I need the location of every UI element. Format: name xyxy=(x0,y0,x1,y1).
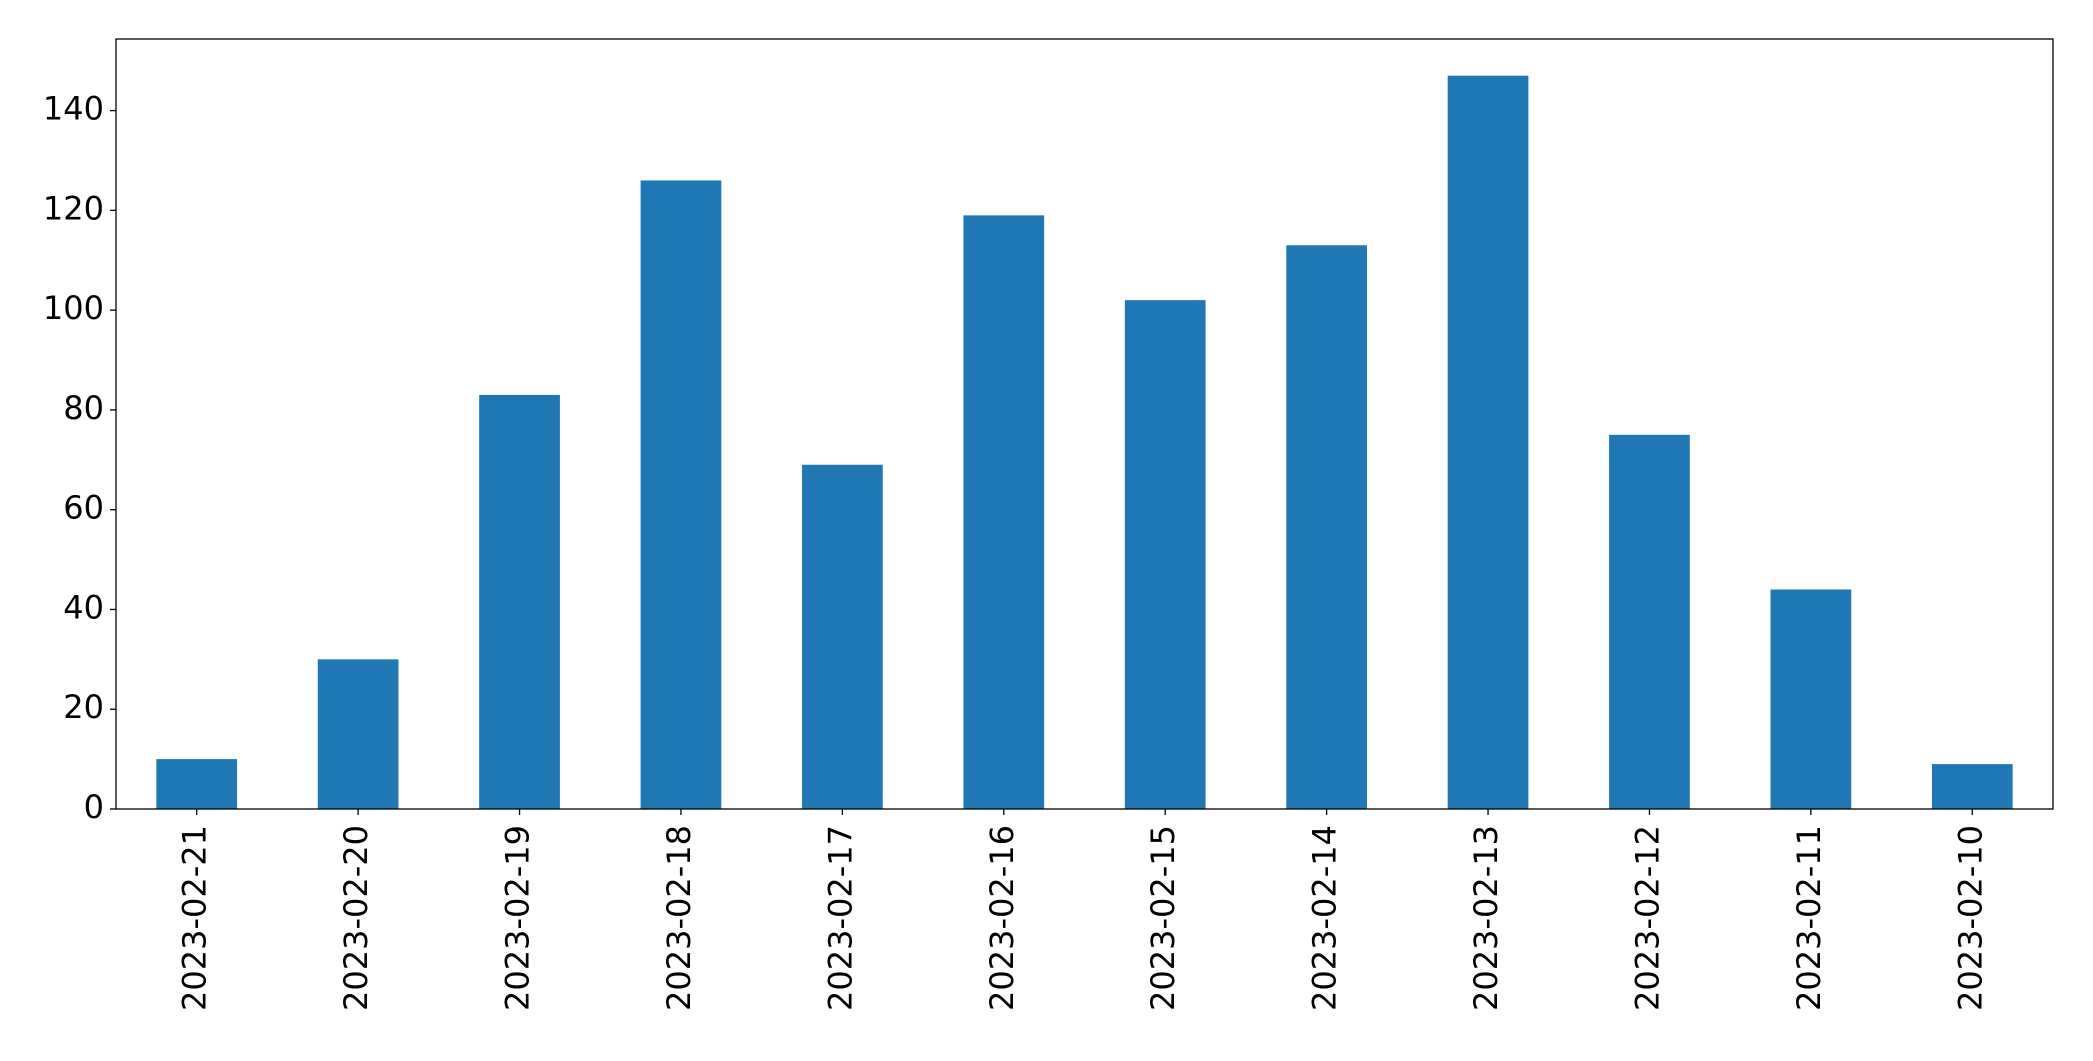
x-tick-label: 2023-02-16 xyxy=(983,825,1021,1011)
bar xyxy=(1609,434,1690,809)
bar xyxy=(1124,300,1206,809)
bar xyxy=(802,464,883,809)
y-tick-label: 80 xyxy=(63,389,104,427)
bar xyxy=(640,180,722,809)
x-tick-label: 2023-02-18 xyxy=(660,825,698,1011)
x-tick-label: 2023-02-17 xyxy=(821,825,859,1011)
x-tick-label: 2023-02-12 xyxy=(1628,825,1666,1011)
plot-frame xyxy=(115,38,2054,810)
y-tick-label: 40 xyxy=(63,588,104,626)
bar xyxy=(317,659,399,809)
bar xyxy=(1447,75,1529,809)
x-tick-label: 2023-02-10 xyxy=(1951,825,1989,1011)
y-tick-label: 140 xyxy=(43,90,104,128)
x-tick-label: 2023-02-19 xyxy=(499,825,537,1011)
y-tick-label: 20 xyxy=(63,688,104,726)
y-tick-label: 0 xyxy=(84,788,104,826)
y-tick-label: 100 xyxy=(43,289,104,327)
y-tick-label: 60 xyxy=(63,489,104,527)
x-tick-label: 2023-02-11 xyxy=(1790,825,1828,1011)
bar xyxy=(1770,589,1852,809)
bar xyxy=(156,759,238,809)
x-tick-label: 2023-02-14 xyxy=(1306,825,1344,1011)
x-tick-label: 2023-02-20 xyxy=(337,825,375,1011)
x-tick-label: 2023-02-13 xyxy=(1467,825,1505,1011)
x-tick-label: 2023-02-15 xyxy=(1144,825,1182,1011)
bar xyxy=(1931,764,2013,809)
bar xyxy=(963,215,1045,809)
bar xyxy=(479,394,560,809)
y-tick-label: 120 xyxy=(43,189,104,227)
bar xyxy=(1286,245,1367,809)
x-tick-label: 2023-02-21 xyxy=(176,825,214,1011)
